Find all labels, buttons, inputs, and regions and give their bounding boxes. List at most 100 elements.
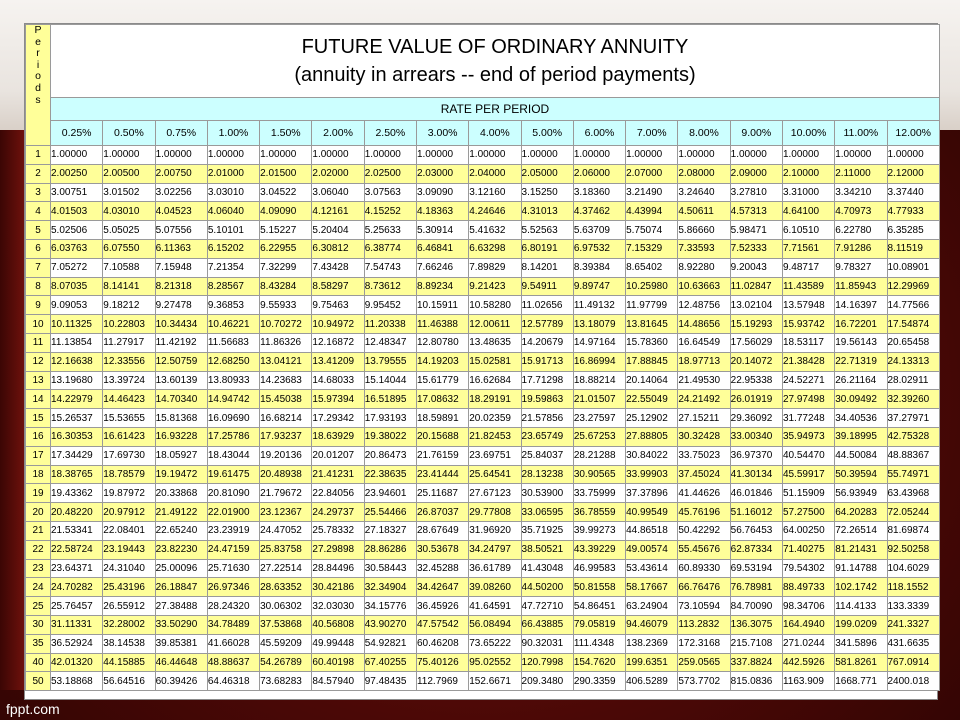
title-line-1: FUTURE VALUE OF ORDINARY ANNUITY — [301, 36, 689, 58]
value-cell: 41.64591 — [468, 596, 522, 616]
value-cell: 41.30134 — [729, 464, 783, 485]
value-cell: 12.68250 — [206, 351, 261, 372]
value-cell: 19.43362 — [49, 483, 104, 504]
value-cell: 67.40255 — [363, 652, 417, 673]
value-cell: 28.63352 — [259, 577, 313, 598]
value-cell: 3.07563 — [363, 182, 417, 203]
value-cell: 431.6635 — [886, 633, 940, 654]
value-cell: 1.00000 — [834, 145, 888, 165]
value-cell: 17.88845 — [625, 351, 679, 372]
rate-column-header: 11.00% — [834, 120, 888, 146]
value-cell: 11.20338 — [363, 314, 417, 334]
value-cell: 30.90565 — [572, 464, 627, 485]
value-cell: 19.20136 — [259, 445, 313, 466]
value-cell: 28.13238 — [520, 464, 574, 485]
value-cell: 9.89747 — [572, 276, 627, 297]
value-cell: 2.00250 — [49, 163, 104, 184]
value-cell: 25.11687 — [415, 483, 470, 504]
value-cell: 71.40275 — [781, 539, 836, 560]
value-cell: 12.16638 — [49, 351, 104, 372]
value-cell: 2.12000 — [886, 163, 940, 184]
value-cell: 26.01919 — [729, 389, 783, 410]
value-cell: 337.8824 — [729, 652, 783, 673]
value-cell: 164.4940 — [781, 614, 836, 635]
value-cell: 60.89330 — [677, 558, 731, 579]
value-cell: 3.06040 — [311, 182, 365, 203]
value-cell: 88.49733 — [781, 577, 836, 598]
value-cell: 13.81645 — [625, 314, 679, 334]
period-cell: 11 — [25, 332, 51, 353]
value-cell: 3.27810 — [729, 182, 783, 203]
value-cell: 4.24646 — [468, 201, 522, 222]
value-cell: 2.05000 — [520, 163, 574, 184]
value-cell: 18.88214 — [572, 370, 627, 391]
value-cell: 26.21164 — [834, 370, 888, 391]
value-cell: 25.78332 — [311, 520, 365, 541]
period-cell: 2 — [25, 163, 51, 184]
value-cell: 5.02506 — [49, 220, 104, 240]
value-cell: 10.94972 — [311, 314, 365, 334]
value-cell: 12.48756 — [677, 295, 731, 316]
value-cell: 7.15329 — [625, 238, 679, 259]
value-cell: 5.75074 — [625, 220, 679, 240]
value-cell: 6.11363 — [154, 238, 208, 259]
value-cell: 1.00000 — [363, 145, 417, 165]
value-cell: 18.59891 — [415, 408, 470, 428]
value-cell: 215.7108 — [729, 633, 783, 654]
value-cell: 18.38765 — [49, 464, 104, 485]
value-cell: 1.00000 — [259, 145, 313, 165]
value-cell: 209.3480 — [520, 671, 574, 692]
value-cell: 32.34904 — [363, 577, 417, 598]
value-cell: 30.53678 — [415, 539, 470, 560]
period-cell: 18 — [25, 464, 51, 485]
value-cell: 172.3168 — [677, 633, 731, 654]
value-cell: 43.90270 — [363, 614, 417, 635]
value-cell: 5.25633 — [363, 220, 417, 240]
value-cell: 4.04523 — [154, 201, 208, 222]
value-cell: 8.21318 — [154, 276, 208, 297]
value-cell: 25.76457 — [49, 596, 104, 616]
periods-letter: r — [36, 47, 40, 60]
rate-column-header: 2.00% — [311, 120, 365, 146]
value-cell: 104.6029 — [886, 558, 940, 579]
table-row: 10 10.11325 10.22803 10.34434 10.46221 10.702… — [25, 314, 940, 334]
value-cell: 30.06302 — [259, 596, 313, 616]
value-cell: 5.86660 — [677, 220, 731, 240]
value-cell: 34.15776 — [363, 596, 417, 616]
value-cell: 4.01503 — [49, 201, 104, 222]
value-cell: 25.43196 — [102, 577, 156, 598]
value-cell: 4.64100 — [781, 201, 836, 222]
table-title: FUTURE VALUE OF ORDINARY ANNUITY (annuit… — [50, 24, 940, 98]
value-cell: 12.33556 — [102, 351, 156, 372]
value-cell: 40.56808 — [311, 614, 365, 635]
value-cell: 14.22979 — [49, 389, 104, 410]
value-cell: 44.50200 — [520, 577, 574, 598]
value-cell: 25.83758 — [259, 539, 313, 560]
value-cell: 44.50084 — [834, 445, 888, 466]
value-cell: 6.30812 — [311, 238, 365, 259]
value-cell: 8.14201 — [520, 257, 574, 278]
value-cell: 38.14538 — [102, 633, 156, 654]
value-cell: 69.53194 — [729, 558, 783, 579]
value-cell: 15.02581 — [468, 351, 522, 372]
value-cell: 19.38022 — [363, 426, 417, 447]
value-cell: 17.34429 — [49, 445, 104, 466]
value-cell: 27.67123 — [468, 483, 522, 504]
value-cell: 13.19680 — [49, 370, 104, 391]
value-cell: 6.10510 — [781, 220, 836, 240]
value-cell: 41.43048 — [520, 558, 574, 579]
value-cell: 22.65240 — [154, 520, 208, 541]
table-row: 22 22.58724 23.19443 23.82230 24.47159 25.837… — [25, 539, 940, 560]
value-cell: 102.1742 — [834, 577, 888, 598]
value-cell: 14.46423 — [102, 389, 156, 410]
value-cell: 31.11331 — [49, 614, 104, 635]
value-cell: 23.12367 — [259, 502, 313, 522]
value-cell: 21.76159 — [415, 445, 470, 466]
value-cell: 22.55049 — [625, 389, 679, 410]
value-cell: 24.13313 — [886, 351, 940, 372]
value-cell: 21.49530 — [677, 370, 731, 391]
value-cell: 9.20043 — [729, 257, 783, 278]
value-cell: 4.12161 — [311, 201, 365, 222]
value-cell: 11.49132 — [572, 295, 627, 316]
value-cell: 16.68214 — [259, 408, 313, 428]
